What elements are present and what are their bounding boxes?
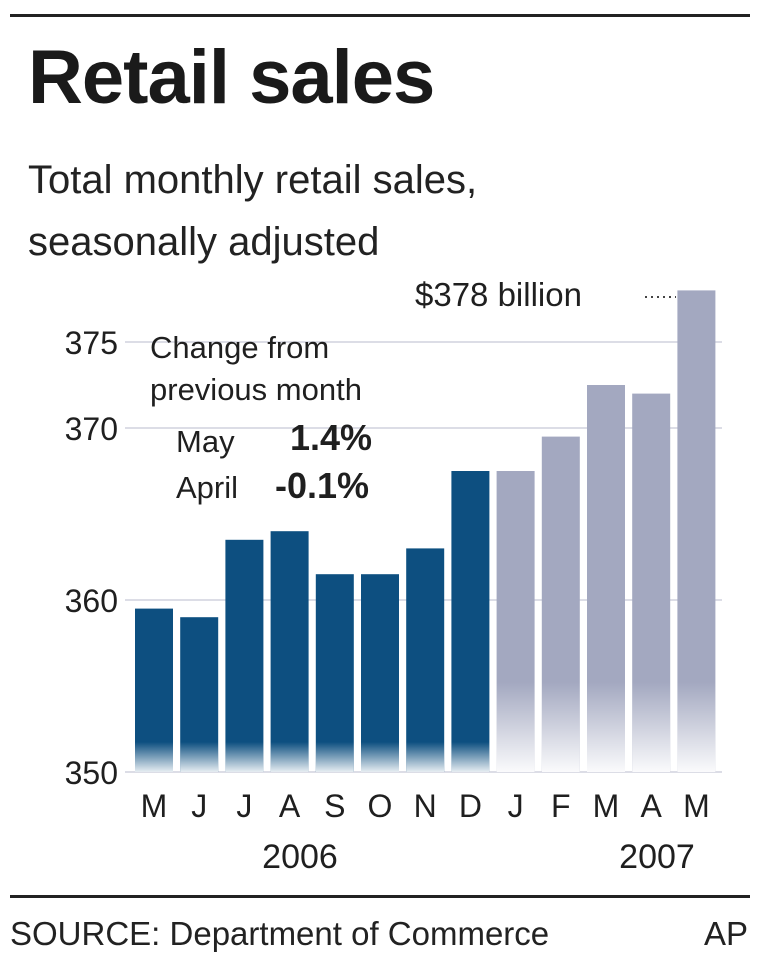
bar-base-fade [632, 682, 671, 772]
x-tick-label: D [459, 788, 482, 824]
annotation-row-value: -0.1% [275, 465, 369, 506]
bar-base-fade [451, 742, 490, 772]
x-tick-label: M [141, 788, 168, 824]
annotation-heading-line-1: Change from [150, 330, 329, 365]
y-axis: 375 370 360 350 [65, 325, 118, 791]
y-tick-label: 360 [65, 583, 118, 619]
bar-2006-4 [270, 531, 309, 772]
bar-2006-3 [225, 539, 264, 772]
bar-base-fade [406, 742, 445, 772]
year-label-2007: 2007 [619, 838, 695, 876]
year-label-2006: 2006 [262, 838, 338, 876]
bars [135, 290, 716, 772]
top-rule [10, 14, 750, 17]
bar-base-fade [270, 742, 309, 772]
bar-base-fade [361, 742, 399, 772]
chart-subtitle-line-1: Total monthly retail sales, [28, 158, 478, 202]
callout-label: $378 billion [415, 276, 582, 313]
bar-base-fade [180, 742, 219, 772]
bar-base-fade [677, 682, 716, 772]
bar-2006-6 [361, 574, 399, 772]
bar-2006-8 [451, 471, 490, 772]
credit-label: AP [703, 915, 748, 952]
y-tick-label: 350 [65, 755, 118, 791]
bar-base-fade [315, 742, 354, 772]
x-tick-label: M [593, 788, 620, 824]
bar-base-fade [541, 682, 580, 772]
source-note: SOURCE: Department of Commerce [10, 915, 550, 952]
bar-base-fade [587, 682, 625, 772]
annotation-row-label: May [176, 424, 235, 459]
bar-2006-7 [406, 548, 445, 772]
x-tick-label: J [508, 788, 524, 824]
bar-base-fade [225, 742, 264, 772]
bottom-rule [10, 895, 750, 898]
x-tick-label: S [324, 788, 345, 824]
annotation-row-value: 1.4% [290, 417, 372, 458]
chart-title: Retail sales [28, 35, 435, 120]
bar-base-fade [496, 682, 535, 772]
x-tick-label: J [236, 788, 252, 824]
x-tick-label: F [551, 788, 571, 824]
annotation-row-label: April [176, 470, 238, 505]
x-tick-label: O [368, 788, 393, 824]
bar-2006-5 [315, 574, 354, 772]
bar-base-fade [135, 742, 173, 772]
x-tick-label: N [414, 788, 437, 824]
x-tick-label: A [641, 788, 663, 824]
y-tick-label: 370 [65, 411, 118, 447]
y-tick-label: 375 [65, 325, 118, 361]
change-annotation: Change from previous month May 1.4% Apri… [150, 330, 372, 506]
x-tick-label: M [683, 788, 710, 824]
peak-callout: $378 billion [415, 276, 676, 313]
x-tick-label: J [191, 788, 207, 824]
annotation-heading-line-2: previous month [150, 372, 362, 407]
chart-subtitle-line-2: seasonally adjusted [28, 220, 380, 264]
x-tick-label: A [279, 788, 301, 824]
